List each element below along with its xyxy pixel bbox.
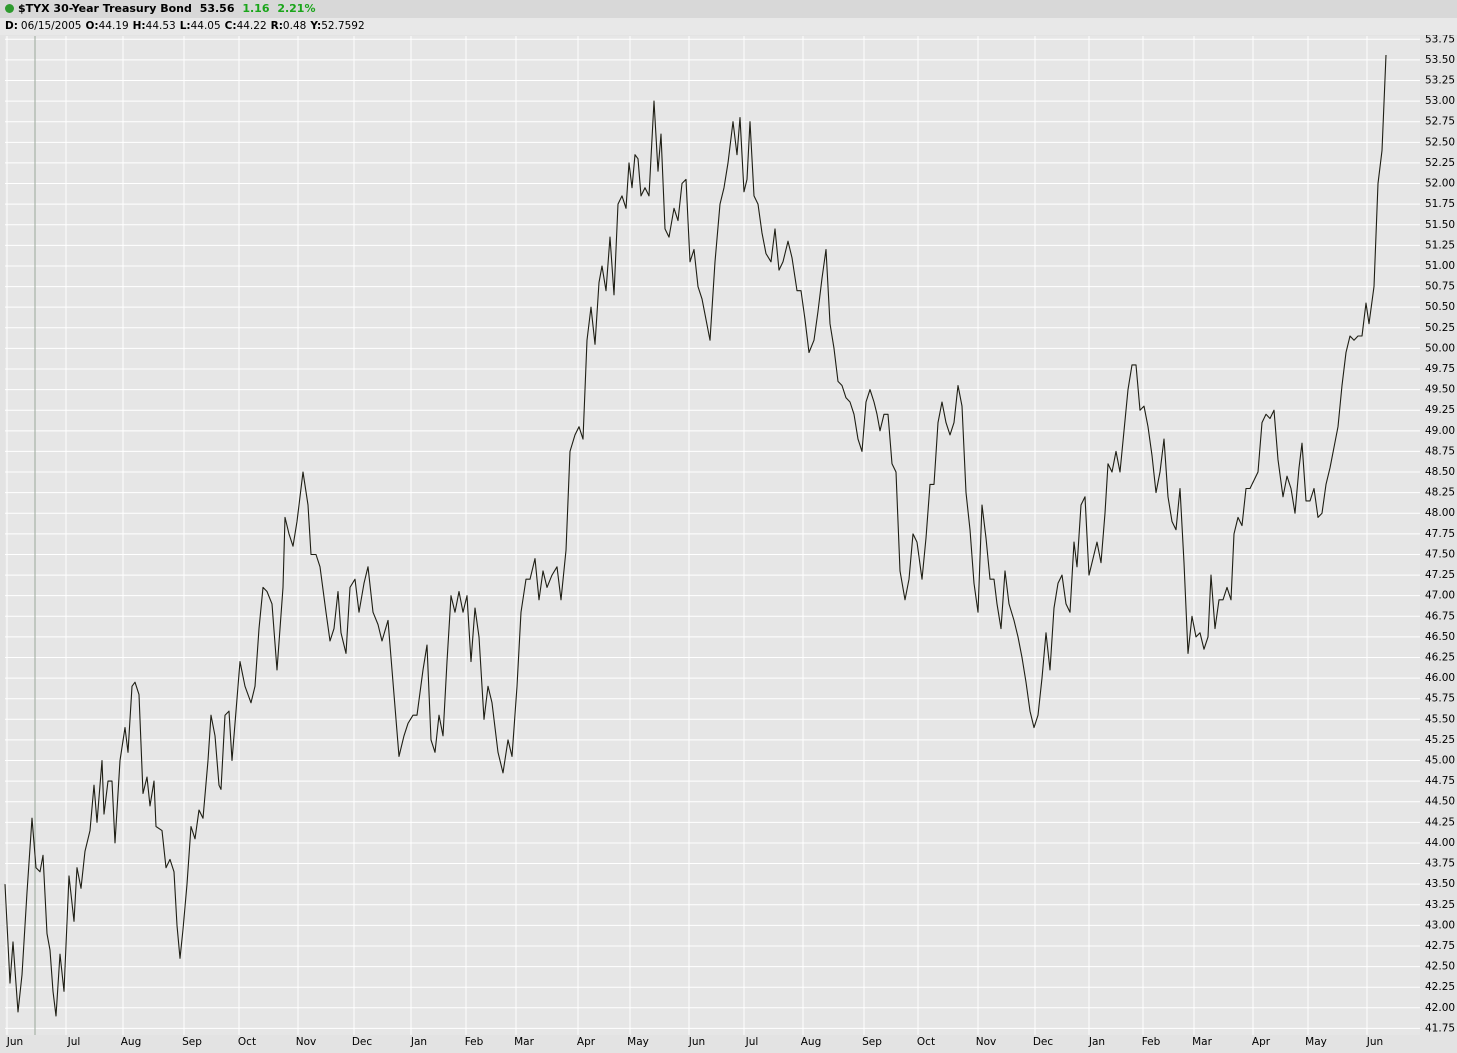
y-tick-label: 51.00 [1425,260,1455,272]
info-value: 06/15/2005 [20,20,82,32]
change-pct: 2.21% [277,2,316,15]
info-label: R: [270,20,283,32]
y-tick-label: 42.25 [1425,981,1455,993]
symbol: $TYX 30-Year Treasury Bond [18,2,192,15]
x-tick-label: Sep [182,1036,202,1048]
info-bar: D: 06/15/2005 O:44.19 H:44.53 L:44.05 C:44.22… [0,18,1457,35]
y-tick-label: 44.50 [1425,796,1455,808]
y-tick-label: 51.75 [1425,198,1455,210]
y-tick-label: 45.75 [1425,693,1455,705]
y-tick-label: 42.75 [1425,940,1455,952]
x-tick-label: Nov [296,1036,317,1048]
y-tick-label: 52.75 [1425,116,1455,128]
x-tick-label: Jun [688,1036,705,1048]
y-tick-label: 47.25 [1425,569,1455,581]
info-label: Y: [310,20,322,32]
info-label: L: [179,20,191,32]
y-tick-label: 52.50 [1425,136,1455,148]
x-tick-label: Jul [67,1036,81,1048]
x-tick-label: Mar [1192,1036,1212,1048]
x-tick-label: May [1305,1036,1327,1048]
y-tick-label: 45.00 [1425,755,1455,767]
x-tick-label: Apr [1252,1036,1271,1048]
y-tick-label: 49.00 [1425,425,1455,437]
y-tick-label: 43.50 [1425,878,1455,890]
x-tick-label: Jan [1088,1036,1105,1048]
x-tick-label: Jul [745,1036,759,1048]
y-tick-label: 51.25 [1425,239,1455,251]
info-value: 44.05 [190,20,221,32]
y-tick-label: 48.00 [1425,507,1455,519]
y-tick-label: 43.00 [1425,919,1455,931]
y-tick-label: 44.75 [1425,775,1455,787]
x-tick-label: Apr [577,1036,596,1048]
y-tick-label: 48.50 [1425,466,1455,478]
y-tick-label: 42.00 [1425,1002,1455,1014]
x-tick-label: Oct [238,1036,256,1048]
x-tick-label: Jan [410,1036,427,1048]
info-value: 44.19 [98,20,129,32]
x-tick-label: Oct [917,1036,935,1048]
y-tick-label: 53.00 [1425,95,1455,107]
x-tick-label: Dec [352,1036,373,1048]
info-label: D: [5,20,18,32]
y-tick-label: 46.75 [1425,610,1455,622]
y-tick-label: 52.25 [1425,157,1455,169]
price-line [4,54,1387,1017]
x-tick-label: May [627,1036,649,1048]
y-tick-label: 44.25 [1425,816,1455,828]
x-tick-label: Jun [6,1036,23,1048]
x-tick-label: Nov [976,1036,997,1048]
y-tick-label: 43.75 [1425,858,1455,870]
info-value: 44.53 [145,20,176,32]
info-value: 44.22 [236,20,267,32]
y-tick-label: 52.00 [1425,178,1455,190]
y-tick-label: 50.75 [1425,281,1455,293]
y-tick-label: 53.75 [1425,33,1455,45]
status-icon [5,4,14,13]
y-tick-label: 49.75 [1425,363,1455,375]
x-tick-label: Jun [1366,1036,1383,1048]
y-tick-label: 45.25 [1425,734,1455,746]
y-tick-label: 46.50 [1425,631,1455,643]
x-tick-label: Aug [121,1036,142,1048]
info-label: H: [132,20,146,32]
plot-area [5,36,1420,1035]
y-tick-label: 51.50 [1425,219,1455,231]
y-tick-label: 53.50 [1425,54,1455,66]
x-tick-label: Feb [1142,1036,1161,1048]
info-label: C: [224,20,237,32]
y-tick-label: 48.25 [1425,487,1455,499]
info-label: O: [85,20,99,32]
y-tick-label: 46.25 [1425,651,1455,663]
y-tick-label: 47.00 [1425,590,1455,602]
header-bar: $TYX 30-Year Treasury Bond 53.56 1.16 2.… [0,0,1457,18]
y-tick-label: 46.00 [1425,672,1455,684]
info-value: 0.48 [282,20,307,32]
y-tick-label: 49.25 [1425,404,1455,416]
x-tick-label: Feb [465,1036,484,1048]
y-tick-label: 41.75 [1425,1022,1455,1034]
y-tick-label: 50.00 [1425,342,1455,354]
x-tick-label: Aug [801,1036,822,1048]
y-tick-label: 48.75 [1425,445,1455,457]
y-tick-label: 50.25 [1425,322,1455,334]
info-value: 52.7592 [321,20,365,32]
change: 1.16 [242,2,270,15]
x-tick-label: Sep [862,1036,882,1048]
y-tick-label: 53.25 [1425,75,1455,87]
x-tick-label: Dec [1033,1036,1054,1048]
y-tick-label: 47.75 [1425,528,1455,540]
y-tick-label: 42.50 [1425,961,1455,973]
last-price: 53.56 [199,2,235,15]
y-tick-label: 50.50 [1425,301,1455,313]
y-tick-label: 49.50 [1425,384,1455,396]
y-tick-label: 47.50 [1425,548,1455,560]
x-tick-label: Mar [514,1036,534,1048]
y-tick-label: 44.00 [1425,837,1455,849]
y-tick-label: 43.25 [1425,899,1455,911]
y-tick-label: 45.50 [1425,713,1455,725]
